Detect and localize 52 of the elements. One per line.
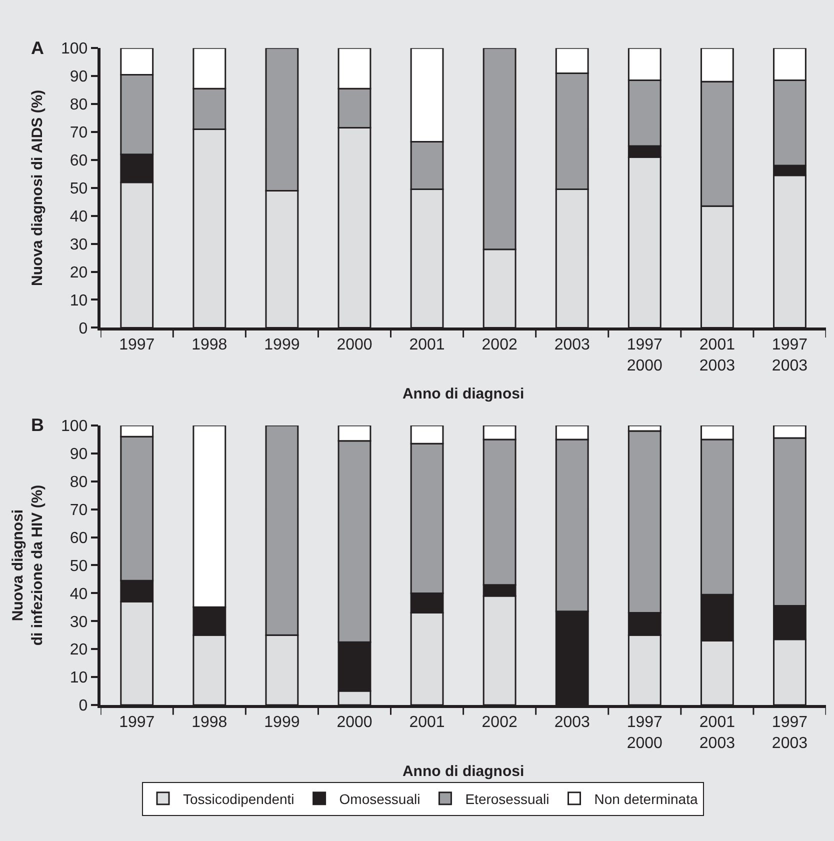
y-tick-label: 10 bbox=[70, 292, 88, 310]
x-axis-title: Anno di diagnosi bbox=[402, 385, 524, 402]
x-tick-label: 2000 bbox=[336, 714, 372, 731]
y-tick-label: 70 bbox=[70, 124, 88, 142]
y-tick-label: 50 bbox=[70, 180, 88, 198]
x-tick-label: 1997 2003 bbox=[772, 336, 808, 374]
y-tick-label: 40 bbox=[70, 208, 88, 226]
x-tick-label: 2001 2003 bbox=[699, 336, 736, 374]
x-tick-label: 2003 bbox=[554, 714, 590, 731]
y-tick-label: 20 bbox=[70, 264, 88, 282]
x-tick-label: 2002 bbox=[482, 714, 518, 731]
x-tick-label: 2002 bbox=[482, 336, 518, 354]
y-tick-label: 70 bbox=[70, 502, 88, 519]
y-tick-label: 0 bbox=[78, 698, 88, 715]
y-tick-label: 60 bbox=[70, 152, 88, 170]
x-tick-label: 1997 bbox=[119, 336, 155, 354]
x-tick-label: 1999 bbox=[264, 336, 300, 354]
y-axis-title: Nuova diagnosi di infezione da HIV (%) bbox=[10, 484, 46, 646]
chart-title: B bbox=[31, 415, 44, 435]
legend-label: Eterosessuali bbox=[465, 790, 550, 807]
x-axis-title: Anno di diagnosi bbox=[402, 762, 524, 780]
y-tick-label: 60 bbox=[70, 530, 88, 547]
x-tick-label: 2001 bbox=[409, 714, 445, 731]
y-tick-label: 50 bbox=[70, 558, 88, 575]
y-tick-label: 0 bbox=[78, 320, 88, 338]
x-tick-label: 1999 bbox=[264, 714, 300, 731]
x-tick-label: 1997 2000 bbox=[626, 336, 663, 374]
y-tick-label: 100 bbox=[60, 418, 88, 436]
y-tick-label: 40 bbox=[70, 586, 88, 603]
x-tick-label: 1998 bbox=[192, 336, 228, 354]
x-tick-label: 2001 2003 bbox=[699, 714, 736, 752]
y-axis-title: Nuova diagnosi di AIDS (%) bbox=[29, 90, 46, 286]
x-tick-label: 1997 2003 bbox=[772, 714, 808, 752]
x-tick-label: 1997 bbox=[119, 714, 155, 731]
x-tick-label: 2003 bbox=[554, 336, 590, 354]
y-tick-label: 80 bbox=[70, 474, 88, 491]
y-tick-label: 30 bbox=[70, 236, 88, 254]
y-tick-label: 20 bbox=[70, 642, 88, 659]
y-tick-label: 100 bbox=[60, 40, 88, 58]
x-tick-label: 1998 bbox=[192, 714, 228, 731]
legend-label: Non determinata bbox=[594, 790, 698, 807]
legend-label: Omosessuali bbox=[339, 790, 420, 807]
y-tick-label: 90 bbox=[70, 446, 88, 464]
chart-title: A bbox=[31, 38, 44, 58]
y-tick-label: 90 bbox=[70, 68, 88, 86]
x-tick-label: 2001 bbox=[409, 336, 445, 354]
y-tick-label: 10 bbox=[70, 670, 88, 687]
y-tick-label: 30 bbox=[70, 614, 88, 631]
x-tick-label: 1997 2000 bbox=[626, 714, 663, 752]
y-tick-label: 80 bbox=[70, 96, 88, 114]
x-tick-label: 2000 bbox=[336, 336, 372, 354]
legend-label: Tossicodipendenti bbox=[183, 790, 294, 807]
